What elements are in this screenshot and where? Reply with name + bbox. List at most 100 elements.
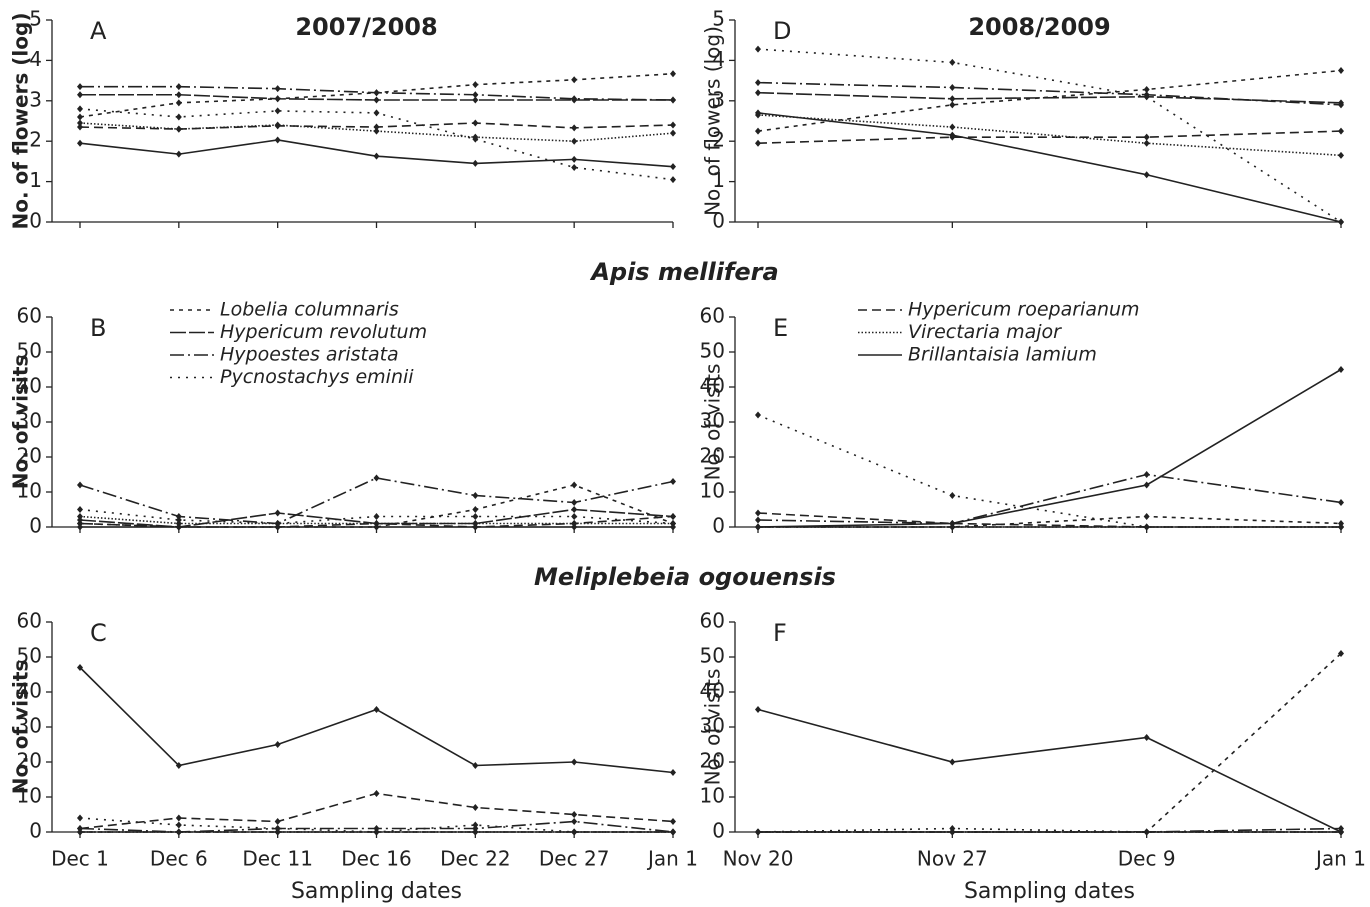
y-tick-label: 30 — [17, 714, 42, 738]
panel-label: F — [773, 619, 787, 647]
data-point — [274, 523, 281, 531]
data-point — [1143, 139, 1150, 147]
data-point — [373, 790, 380, 797]
data-point — [1143, 523, 1150, 531]
data-point — [472, 506, 479, 513]
data-point — [1338, 67, 1344, 74]
legend-label: Hypericum roeparianum — [908, 299, 1140, 321]
data-point — [755, 89, 761, 97]
data-point — [949, 492, 956, 499]
data-point — [571, 828, 578, 836]
data-point — [755, 109, 761, 117]
y-tick-label: 30 — [700, 714, 725, 738]
x-axis-label: Sampling dates — [964, 879, 1135, 904]
data-point — [755, 79, 761, 87]
data-point — [373, 152, 380, 160]
data-point — [175, 821, 182, 829]
data-point — [670, 818, 676, 825]
x-tick-label: Dec 1 — [51, 847, 109, 871]
data-point — [755, 509, 761, 517]
data-point — [571, 137, 578, 145]
y-tick-label: 60 — [17, 304, 42, 328]
x-tick-label: Nov 20 — [723, 847, 794, 871]
data-point — [755, 516, 761, 524]
legend-label: Brillantaisia lamium — [908, 344, 1097, 366]
y-tick-label: 4 — [712, 47, 725, 71]
data-point — [670, 70, 676, 78]
y-tick-label: 0 — [29, 819, 42, 843]
data-point — [1143, 93, 1150, 101]
y-tick-label: 0 — [712, 819, 725, 843]
data-point — [571, 818, 578, 825]
data-point — [670, 96, 676, 104]
y-axis-label: No. of flowers (log) — [9, 13, 33, 230]
legend-label: Hypericum revolutum — [220, 321, 427, 343]
data-point — [373, 109, 380, 117]
y-tick-label: 0 — [712, 514, 725, 538]
data-point — [274, 107, 281, 115]
y-tick-label: 5 — [29, 7, 42, 31]
data-point — [670, 121, 676, 129]
y-tick-label: 0 — [29, 209, 42, 233]
data-point — [1338, 127, 1344, 135]
data-point — [472, 133, 479, 141]
data-point — [571, 95, 578, 103]
data-point — [949, 828, 956, 836]
data-point — [1338, 650, 1344, 657]
y-axis-label: No. of visits — [701, 364, 725, 481]
series-line — [79, 108, 674, 181]
data-point — [77, 828, 83, 836]
data-point — [670, 163, 676, 171]
data-point — [571, 124, 578, 132]
series-line — [79, 666, 674, 774]
y-tick-label: 60 — [700, 609, 725, 633]
data-point — [571, 481, 578, 489]
data-point — [755, 127, 761, 135]
y-tick-label: 50 — [17, 339, 42, 363]
data-point — [175, 150, 182, 158]
panel-label: A — [90, 17, 107, 45]
y-tick-label: 1 — [29, 168, 42, 192]
data-point — [1143, 481, 1150, 489]
data-point — [175, 113, 182, 121]
data-point — [1143, 85, 1150, 93]
y-tick-label: 5 — [712, 7, 725, 31]
data-point — [755, 139, 761, 147]
data-point — [77, 105, 83, 113]
series-line — [757, 414, 1341, 528]
data-point — [755, 828, 761, 836]
series-line — [757, 91, 1342, 104]
y-tick-label: 2 — [29, 128, 42, 152]
y-tick-label: 50 — [700, 339, 725, 363]
data-point — [472, 523, 479, 531]
y-tick-label: 50 — [700, 644, 725, 668]
data-point — [571, 811, 578, 818]
data-point — [1143, 471, 1150, 478]
y-tick-label: 4 — [29, 47, 42, 71]
data-point — [472, 828, 479, 836]
y-tick-label: 40 — [17, 374, 42, 398]
data-point — [274, 136, 281, 144]
x-tick-label: Dec 11 — [242, 847, 313, 871]
data-point — [175, 814, 182, 822]
data-point — [274, 741, 281, 748]
y-tick-label: 20 — [700, 749, 725, 773]
y-axis-label: No. of visits — [701, 669, 725, 786]
y-tick-label: 60 — [17, 609, 42, 633]
y-tick-label: 10 — [17, 784, 42, 808]
series-line — [757, 708, 1342, 833]
data-point — [1338, 828, 1344, 836]
y-tick-label: 1 — [712, 168, 725, 192]
y-tick-label: 20 — [17, 749, 42, 773]
data-point — [949, 101, 956, 109]
data-point — [472, 119, 479, 127]
data-point — [670, 828, 676, 836]
data-point — [77, 814, 83, 822]
data-point — [1338, 151, 1344, 159]
data-point — [571, 499, 578, 506]
series-line — [758, 515, 1342, 528]
panel-label: B — [90, 314, 106, 342]
data-point — [472, 762, 479, 769]
x-tick-label: Dec 9 — [1118, 847, 1176, 871]
